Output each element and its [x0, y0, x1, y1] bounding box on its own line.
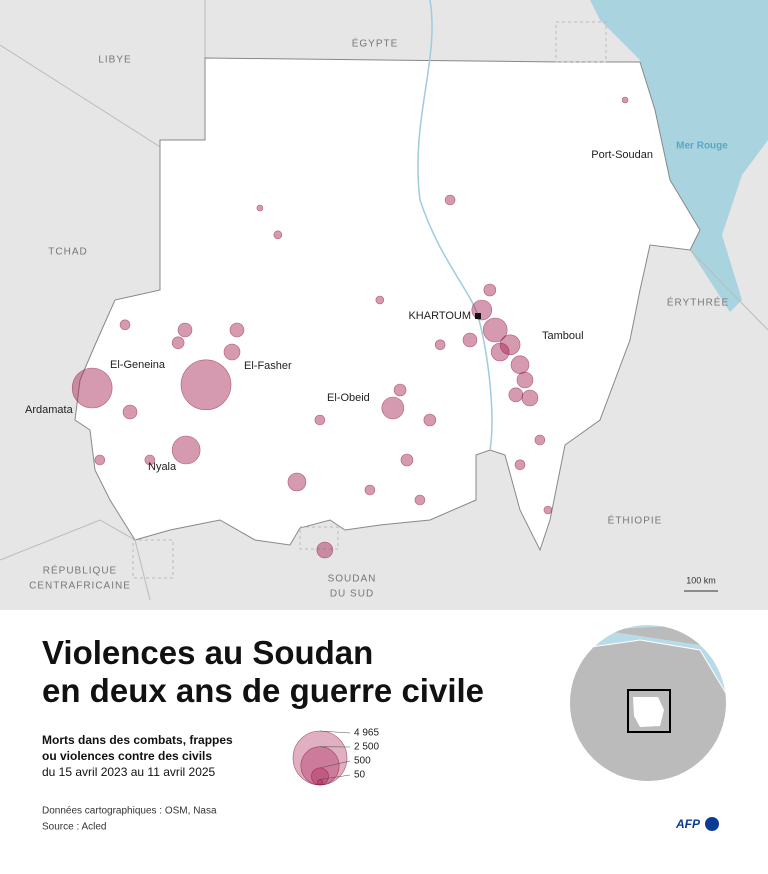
legend-leader — [319, 774, 351, 780]
legend: 4 965 2 500 500 50 — [292, 728, 379, 786]
bubble — [462, 332, 478, 348]
city-label: Tamboul — [542, 330, 584, 342]
bubble — [516, 371, 534, 389]
bubble — [414, 494, 426, 506]
bubble — [287, 472, 307, 492]
bubble — [171, 336, 185, 350]
bubble — [423, 413, 437, 427]
red-sea — [590, 0, 768, 312]
city-label: Ardamata — [25, 404, 74, 416]
city-label: KHARTOUM — [408, 310, 471, 322]
country-label: ÉTHIOPIE — [608, 514, 663, 527]
logo-dot — [705, 817, 719, 831]
title: Violences au Soudan — [42, 634, 373, 671]
legend-leader — [319, 730, 351, 734]
country-label: LIBYE — [98, 55, 131, 66]
globe-sudan — [633, 697, 664, 727]
bubble — [273, 230, 283, 240]
bubble — [483, 283, 497, 297]
city-label: El-Fasher — [244, 360, 292, 372]
legend-label: 50 — [354, 770, 366, 781]
scale-label: 100 km — [686, 575, 716, 585]
legend-bubble — [316, 779, 324, 786]
country-label: CENTRAFRICAINE — [29, 581, 131, 592]
city-label: El-Geneina — [110, 359, 166, 371]
country-label: DU SUD — [330, 589, 374, 600]
border — [0, 519, 151, 601]
title: en deux ans de guerre civile — [42, 672, 484, 709]
bubble — [400, 453, 414, 467]
bubble — [256, 204, 264, 212]
bubble — [543, 505, 553, 515]
bubble — [499, 334, 521, 356]
border — [689, 249, 768, 331]
bubble — [223, 343, 241, 361]
bubbles — [71, 96, 629, 559]
bubble — [510, 355, 530, 375]
capital-marker — [475, 313, 481, 319]
bubble — [490, 342, 510, 362]
subtitle: ou violences contre des civils — [42, 749, 212, 763]
sudan — [74, 57, 701, 552]
bubble — [434, 339, 446, 351]
country-label: RÉPUBLIQUE — [43, 564, 117, 577]
legend-label: 4 965 — [354, 728, 379, 739]
bubble — [314, 414, 326, 426]
bubble — [119, 319, 131, 331]
bubble — [514, 459, 526, 471]
bubble — [229, 322, 245, 338]
subtitle: Morts dans des combats, frappes — [42, 733, 233, 747]
country-label: ÉGYPTE — [352, 37, 399, 50]
disputed-area — [555, 21, 607, 63]
nile — [417, 0, 493, 451]
disputed-area — [299, 526, 339, 550]
legend-label: 500 — [354, 756, 371, 767]
city-label: El-Obeid — [327, 392, 370, 404]
bubble — [393, 383, 407, 397]
bubble — [122, 404, 138, 420]
globe-frame — [627, 689, 671, 733]
sea-label: Mer Rouge — [676, 141, 728, 152]
globe — [570, 625, 726, 781]
country-label: SOUDAN — [328, 574, 377, 585]
legend-label: 2 500 — [354, 742, 379, 753]
country-label: ÉRYTHRÉE — [667, 296, 729, 309]
source: Données cartographiques : OSM, Nasa — [42, 806, 217, 817]
bubble — [621, 96, 629, 104]
city-label: Port-Soudan — [591, 149, 653, 161]
bubble — [364, 484, 376, 496]
legend-leader — [319, 760, 351, 769]
bubble — [71, 367, 113, 409]
bubble — [171, 435, 201, 465]
bubble — [508, 387, 524, 403]
bubble — [144, 454, 156, 466]
subtitle: du 15 avril 2023 au 11 avril 2025 — [42, 765, 216, 779]
bubble — [381, 396, 405, 420]
bubble — [534, 434, 546, 446]
bubble — [316, 541, 334, 559]
bubble — [482, 317, 508, 343]
bubble — [471, 299, 493, 321]
bubble — [177, 322, 193, 338]
city-label: Nyala — [148, 461, 177, 473]
disputed-area — [132, 539, 174, 579]
bubble — [444, 194, 456, 206]
logo: AFP — [675, 817, 701, 831]
country-label: TCHAD — [48, 247, 87, 258]
bubble — [521, 389, 539, 407]
source: Source : Acled — [42, 822, 106, 833]
bubble — [94, 454, 106, 466]
bubble — [180, 359, 232, 411]
bubble — [375, 295, 385, 305]
